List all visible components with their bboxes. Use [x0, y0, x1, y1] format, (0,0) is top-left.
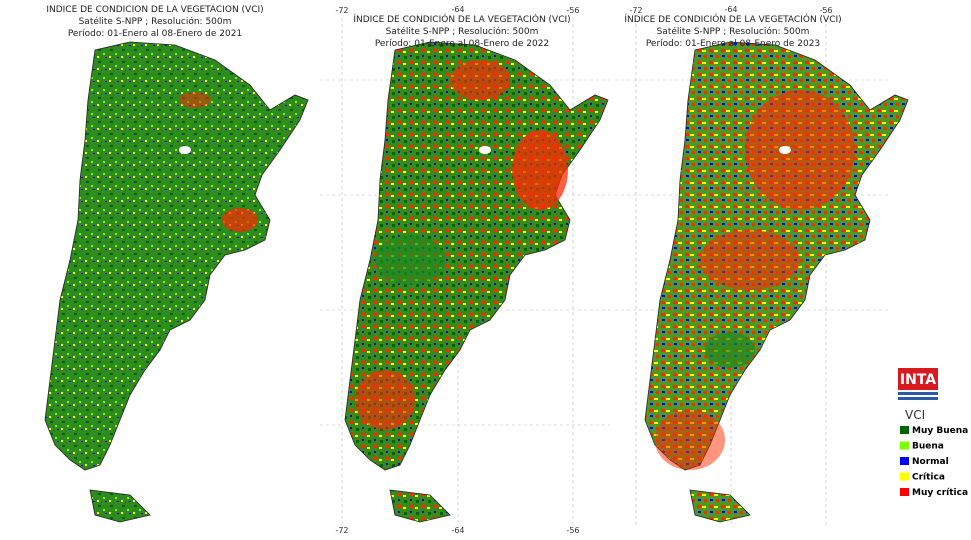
map-period: Período: 01-Enero al 08-Enero de 2022	[375, 39, 549, 49]
map-subtitle: Satélite S-NPP ; Resolución: 500m	[79, 16, 232, 27]
legend-swatch	[900, 426, 909, 434]
map-period: Período: 01-Enero al 08-Enero de 2021	[68, 29, 242, 39]
legend-swatch	[900, 441, 909, 450]
map-subtitle: Satélite S-NPP ; Resolución: 500m	[657, 26, 810, 37]
legend-label: Muy Buena	[912, 426, 968, 436]
lon-label: -72	[629, 6, 642, 15]
lon-label: -56	[566, 6, 579, 15]
map-period: Período: 01-Enero al 08-Enero de 2023	[646, 39, 820, 49]
legend-swatch	[900, 472, 909, 481]
map-2021	[44, 41, 309, 523]
lon-label: -56	[566, 526, 579, 535]
lon-label: -64	[451, 5, 464, 14]
logo-text: INTA	[900, 372, 936, 388]
map-title: ÍNDICE DE CONDICIÓN DE LA VEGETACIÓN (VC…	[353, 13, 570, 25]
legend-label: Muy crítica	[912, 488, 968, 498]
map-title: ÍNDICE DE CONDICIÓN DE LA VEGETACIÓN (VC…	[624, 13, 841, 25]
legend-title: VCI	[905, 408, 925, 422]
lon-label: -56	[819, 6, 832, 15]
map-subtitle: Satélite S-NPP ; Resolución: 500m	[386, 26, 539, 37]
lon-label: -72	[335, 526, 348, 535]
legend-swatch	[900, 457, 909, 465]
legend: Muy Buena Buena Normal Crítica Muy crítica	[900, 426, 968, 498]
logo-box	[898, 368, 938, 390]
inta-logo: INTA	[898, 368, 938, 400]
legend-label: Buena	[912, 442, 944, 452]
legend-label: Crítica	[912, 473, 945, 483]
map-title: INDICE DE CONDICION DE LA VEGETACION (VC…	[46, 5, 263, 15]
map-2023	[644, 41, 909, 523]
lon-label: -72	[335, 6, 348, 15]
legend-label: Normal	[912, 457, 949, 467]
map-2022	[344, 41, 609, 523]
lon-label: -64	[451, 526, 464, 535]
lon-label: -64	[724, 5, 737, 14]
legend-swatch	[900, 488, 909, 496]
